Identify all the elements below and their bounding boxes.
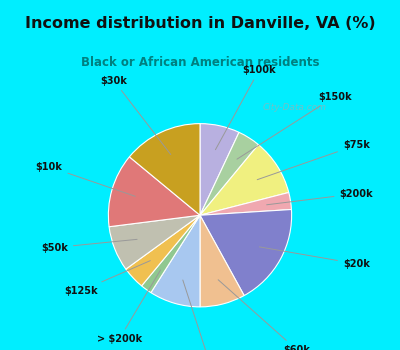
Wedge shape: [129, 124, 200, 215]
Text: $40k: $40k: [183, 280, 224, 350]
Wedge shape: [200, 215, 244, 307]
Text: $10k: $10k: [36, 162, 135, 196]
Wedge shape: [109, 215, 200, 269]
Wedge shape: [126, 215, 200, 286]
Text: $60k: $60k: [218, 280, 310, 350]
Text: City-Data.com: City-Data.com: [262, 103, 326, 112]
Wedge shape: [200, 132, 258, 215]
Wedge shape: [151, 215, 200, 307]
Text: $100k: $100k: [216, 65, 276, 150]
Text: > $200k: > $200k: [96, 270, 160, 344]
Wedge shape: [200, 193, 292, 215]
Text: $75k: $75k: [257, 140, 370, 180]
Text: Income distribution in Danville, VA (%): Income distribution in Danville, VA (%): [25, 16, 375, 31]
Text: $125k: $125k: [65, 261, 150, 296]
Wedge shape: [142, 215, 200, 293]
Text: $30k: $30k: [100, 76, 171, 154]
Wedge shape: [200, 145, 289, 215]
Text: $150k: $150k: [237, 92, 352, 159]
Wedge shape: [200, 210, 292, 295]
Text: $50k: $50k: [41, 239, 137, 253]
Wedge shape: [200, 124, 239, 215]
Text: $20k: $20k: [260, 247, 370, 269]
Wedge shape: [108, 157, 200, 227]
Text: Black or African American residents: Black or African American residents: [81, 56, 319, 69]
Text: $200k: $200k: [267, 189, 373, 205]
